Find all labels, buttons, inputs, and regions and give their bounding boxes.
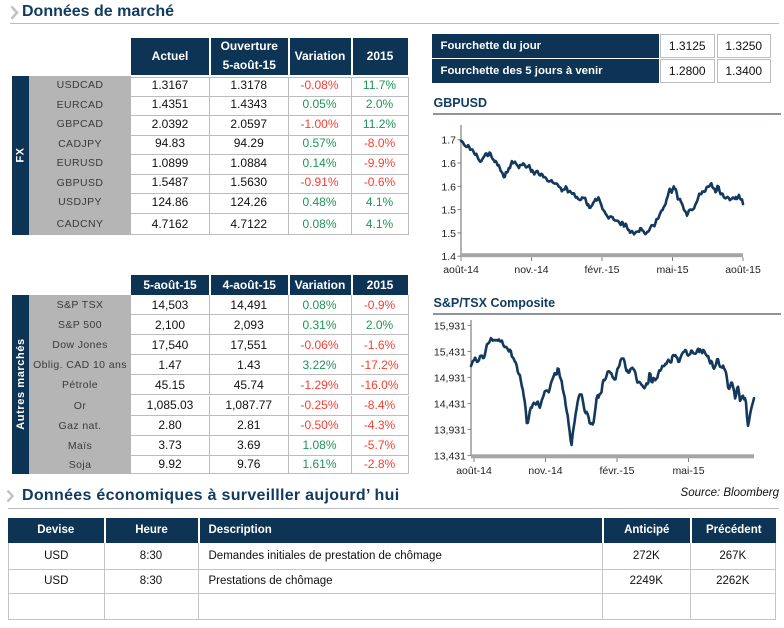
svg-text:14,431: 14,431 bbox=[434, 398, 466, 410]
svg-text:1.6: 1.6 bbox=[441, 181, 456, 193]
svg-text:mai-15: mai-15 bbox=[656, 264, 688, 276]
svg-text:1.5: 1.5 bbox=[441, 205, 456, 217]
svg-text:nov.-14: nov.-14 bbox=[528, 465, 562, 477]
svg-text:août-14: août-14 bbox=[456, 465, 492, 477]
svg-text:14,931: 14,931 bbox=[434, 372, 466, 384]
svg-text:1.4: 1.4 bbox=[441, 251, 456, 263]
svg-text:août-14: août-14 bbox=[443, 264, 479, 276]
svg-text:mai-15: mai-15 bbox=[672, 465, 704, 477]
svg-text:15,431: 15,431 bbox=[434, 346, 466, 358]
svg-text:1.5: 1.5 bbox=[441, 228, 456, 240]
svg-text:févr.-15: févr.-15 bbox=[599, 465, 634, 477]
svg-text:15,931: 15,931 bbox=[434, 320, 466, 332]
svg-text:1.7: 1.7 bbox=[441, 135, 456, 147]
svg-text:1.6: 1.6 bbox=[441, 158, 456, 170]
svg-text:févr.-15: févr.-15 bbox=[584, 264, 619, 276]
svg-text:nov.-14: nov.-14 bbox=[514, 264, 548, 276]
svg-text:13,931: 13,931 bbox=[434, 424, 466, 436]
svg-text:août-15: août-15 bbox=[725, 264, 761, 276]
svg-text:13,431: 13,431 bbox=[434, 450, 466, 462]
